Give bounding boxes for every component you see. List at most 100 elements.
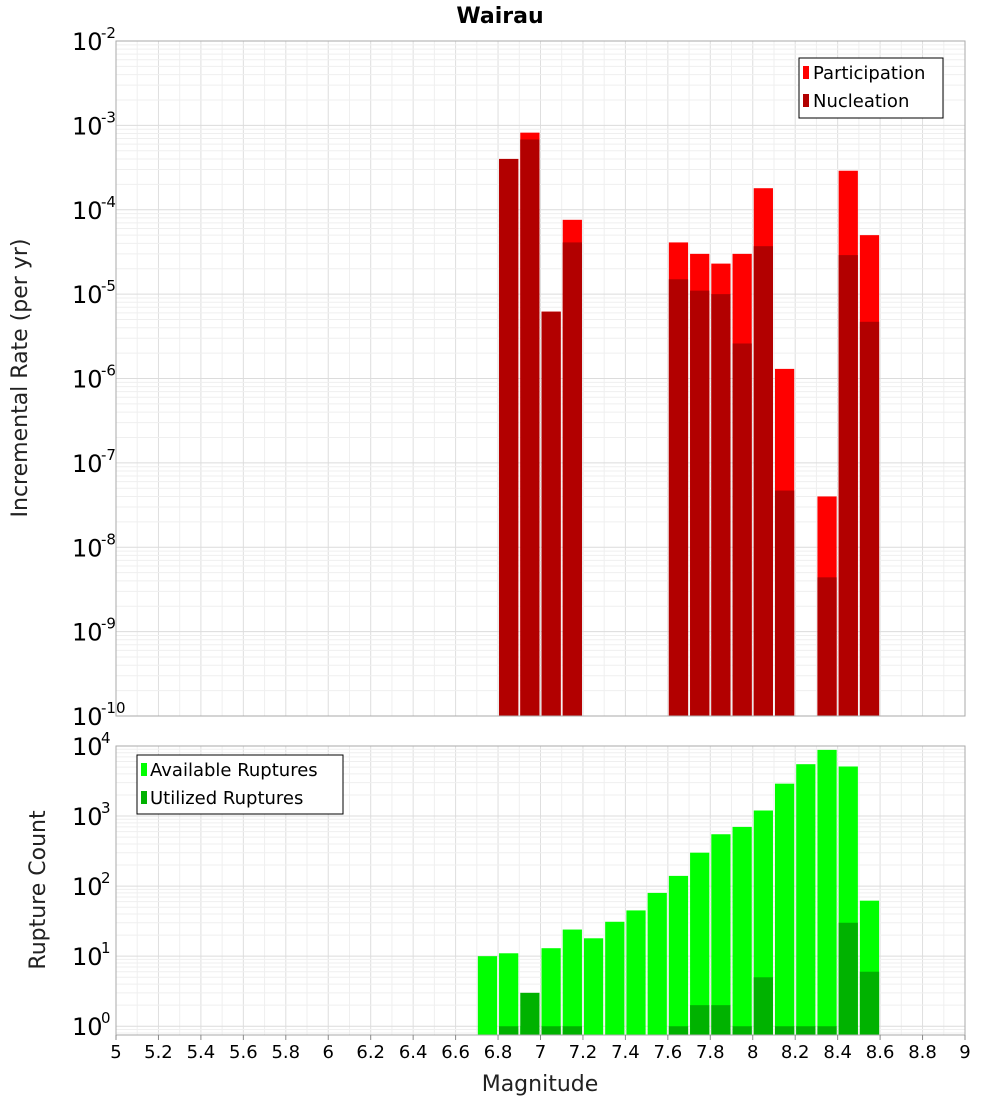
available-ruptures-bar <box>796 764 816 1035</box>
x-tick-label: 6.2 <box>356 1042 385 1063</box>
top-grid <box>115 41 966 717</box>
y-tick-label: 10 <box>72 1013 103 1041</box>
legend-label-available: Available Ruptures <box>150 760 318 781</box>
nucleation-bar <box>520 139 540 716</box>
nucleation-bar <box>732 343 752 716</box>
y-tick-exponent: -7 <box>101 446 116 464</box>
nucleation-bar <box>859 321 880 716</box>
x-tick-label: 7.4 <box>611 1042 640 1063</box>
x-tick-label: 5 <box>110 1042 121 1063</box>
y-tick-exponent: 4 <box>101 729 111 747</box>
legend-label-utilized: Utilized Ruptures <box>150 788 303 809</box>
y-tick-label: 10 <box>72 281 103 309</box>
available-ruptures-bar <box>732 826 752 1035</box>
x-tick-label: 6 <box>323 1042 334 1063</box>
nucleation-bar <box>541 311 561 716</box>
x-tick-label: 8.8 <box>908 1042 937 1063</box>
legend-swatch-utilized <box>141 791 147 804</box>
legend-label-participation: Participation <box>813 63 925 84</box>
nucleation-bar <box>753 246 773 716</box>
top-bars <box>499 132 880 717</box>
y-tick-label: 10 <box>72 873 103 901</box>
y-tick-label: 10 <box>72 943 103 971</box>
y-tick-label: 10 <box>72 703 103 731</box>
utilized-ruptures-bar <box>711 1005 731 1035</box>
x-tick-label: 7 <box>535 1042 546 1063</box>
available-ruptures-bar <box>541 948 561 1035</box>
nucleation-bar <box>690 290 710 716</box>
available-ruptures-bar <box>562 929 582 1035</box>
y-tick-exponent: 2 <box>101 869 111 887</box>
nucleation-bar <box>774 490 795 716</box>
available-ruptures-bar <box>647 892 667 1035</box>
x-tick-label: 8.2 <box>781 1042 810 1063</box>
bottom-bars <box>477 749 880 1035</box>
x-tick-label: 6.4 <box>399 1042 428 1063</box>
available-ruptures-bar <box>626 910 646 1035</box>
top-y-axis-label: Incremental Rate (per yr) <box>8 239 33 518</box>
legend-swatch-participation <box>803 66 809 79</box>
x-tick-label: 7.8 <box>696 1042 725 1063</box>
utilized-ruptures-bar <box>796 1026 816 1035</box>
x-tick-label: 6.8 <box>484 1042 513 1063</box>
y-tick-exponent: -6 <box>101 362 116 380</box>
available-ruptures-bar <box>499 953 519 1035</box>
legend-label-nucleation: Nucleation <box>813 91 909 112</box>
y-tick-label: 10 <box>72 112 103 140</box>
available-ruptures-bar <box>690 852 710 1035</box>
utilized-ruptures-bar <box>774 1026 795 1035</box>
utilized-ruptures-bar <box>499 1026 519 1035</box>
utilized-ruptures-bar <box>859 971 880 1035</box>
nucleation-bar <box>668 279 689 716</box>
x-tick-label: 9 <box>959 1042 970 1063</box>
y-tick-exponent: -5 <box>101 277 116 295</box>
nucleation-bar <box>499 158 519 717</box>
x-tick-label: 6.6 <box>441 1042 470 1063</box>
y-tick-exponent: -9 <box>101 615 116 633</box>
y-tick-label: 10 <box>72 534 103 562</box>
available-ruptures-bar <box>711 834 731 1035</box>
bottom-legend-box <box>136 754 344 815</box>
y-tick-exponent: 3 <box>101 799 111 817</box>
x-tick-label: 8.6 <box>866 1042 895 1063</box>
x-ticks: 5 5.2 5.4 5.6 5.8 6 6.2 6.4 6.6 6.8 7 7.2 7.4 7.6 7.8 8… <box>110 1035 971 1063</box>
y-tick-exponent: -10 <box>101 699 126 717</box>
legend-swatch-available <box>141 763 147 776</box>
available-ruptures-bar <box>583 938 604 1035</box>
utilized-ruptures-bar <box>690 1005 710 1035</box>
bottom-legend: Available Ruptures Utilized Ruptures <box>136 754 344 815</box>
y-tick-exponent: 0 <box>101 1009 111 1027</box>
top-plot-border <box>115 40 966 717</box>
y-tick-exponent: -4 <box>101 193 116 211</box>
utilized-ruptures-bar <box>668 1026 689 1035</box>
utilized-ruptures-bar <box>753 977 773 1035</box>
x-tick-label: 5.8 <box>271 1042 300 1063</box>
x-tick-label: 8 <box>747 1042 758 1063</box>
available-ruptures-bar <box>477 956 498 1035</box>
nucleation-bar <box>817 577 837 716</box>
available-ruptures-bar <box>817 749 837 1035</box>
y-tick-exponent: -3 <box>101 108 116 126</box>
y-tick-label: 10 <box>72 733 103 761</box>
y-tick-label: 10 <box>72 803 103 831</box>
utilized-ruptures-bar <box>520 992 540 1035</box>
available-ruptures-bar <box>605 921 625 1035</box>
y-tick-label: 10 <box>72 28 103 56</box>
x-tick-label: 5.2 <box>144 1042 173 1063</box>
utilized-ruptures-bar <box>732 1026 752 1035</box>
nucleation-bar <box>711 294 731 716</box>
x-tick-label: 8.4 <box>823 1042 852 1063</box>
available-ruptures-bar <box>774 783 795 1035</box>
utilized-ruptures-bar <box>562 1026 582 1035</box>
y-tick-label: 10 <box>72 197 103 225</box>
top-legend-box <box>798 57 944 119</box>
x-tick-label: 7.6 <box>654 1042 683 1063</box>
y-tick-label: 10 <box>72 619 103 647</box>
bottom-y-axis-label: Rupture Count <box>26 810 51 970</box>
legend-swatch-nucleation <box>803 94 809 107</box>
available-ruptures-bar <box>668 875 689 1035</box>
